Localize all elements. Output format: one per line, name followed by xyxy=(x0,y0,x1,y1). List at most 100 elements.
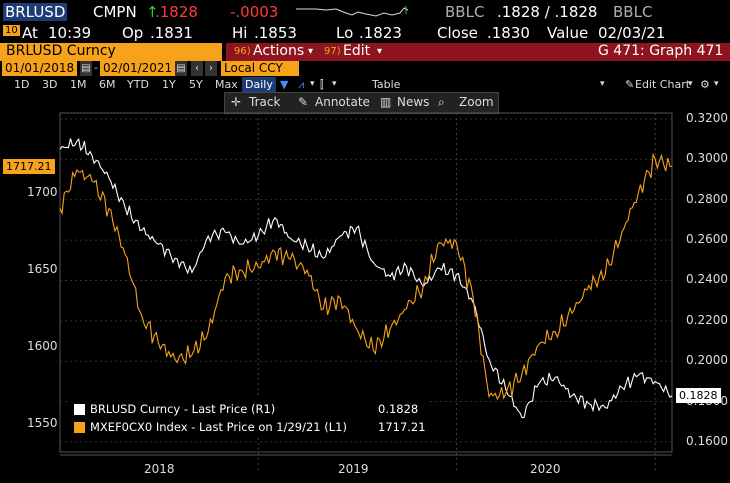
left-tick: 1550 xyxy=(27,416,58,431)
chevron-down-icon: ▾ xyxy=(377,46,383,57)
last-value-tag-right: 0.1828 xyxy=(676,387,721,403)
chart-lines xyxy=(59,137,673,419)
up-arrow-icon: ↑ xyxy=(146,3,159,21)
period-5y[interactable]: 5Y xyxy=(189,78,203,91)
chevron-down-icon: ▾ xyxy=(688,79,693,89)
left-tick: 1600 xyxy=(27,339,58,354)
zoom-button[interactable]: Zoom xyxy=(459,95,494,109)
bid-ask: .1828 / .1828 xyxy=(497,3,598,21)
period-max[interactable]: Max xyxy=(215,78,238,91)
chevron-down-icon: ▾ xyxy=(308,46,314,57)
actions-number: 96) xyxy=(234,46,251,57)
period-bar: 1D 3D 1M 6M YTD 1Y 5Y Max Daily ▼ ⩘ ▾ ⫿ … xyxy=(0,77,730,92)
security-name-box[interactable]: BRLUSD Curncy xyxy=(0,43,222,61)
open-label: Op xyxy=(122,24,144,42)
last-price: .1828 xyxy=(155,3,198,21)
bar-chart-icon[interactable]: ⫿ xyxy=(320,78,324,91)
right-tick: 0.2600 xyxy=(686,232,728,247)
right-tick: 0.2000 xyxy=(686,353,728,368)
annotate-button[interactable]: Annotate xyxy=(315,95,370,109)
chevron-down-icon: ▼ xyxy=(280,78,289,91)
value-date: 02/03/21 xyxy=(598,24,666,42)
x-tick: 2018 xyxy=(144,462,175,476)
calendar-icon[interactable]: ▤ xyxy=(80,61,92,76)
security-name: BRLUSD Curncy xyxy=(6,43,116,59)
last-value-tag-left: 1717.21 xyxy=(3,158,55,174)
period-3d[interactable]: 3D xyxy=(42,78,58,91)
news-icon: ▥ xyxy=(380,95,392,109)
pencil-icon[interactable]: ✎ xyxy=(625,78,635,91)
edit-number: 97) xyxy=(324,46,341,57)
edit-menu[interactable]: Edit xyxy=(343,43,371,59)
period-1y[interactable]: 1Y xyxy=(162,78,176,91)
period-ytd[interactable]: YTD xyxy=(127,78,149,91)
chevron-down-icon: ▾ xyxy=(600,79,605,89)
legend-value-brlusd: 0.1828 xyxy=(378,402,419,416)
quote-time: 10:39 xyxy=(48,24,92,42)
legend-label-brlusd: BRLUSD Curncy - Last Price (R1) xyxy=(90,402,276,416)
quote-details: 10 At 10:39 Op .1831 Hi .1853 Lo .1823 C… xyxy=(0,23,730,43)
at-label: At xyxy=(22,24,38,42)
track-button[interactable]: Track xyxy=(249,95,281,109)
close-price: .1830 xyxy=(487,24,530,42)
table-button[interactable]: Table xyxy=(372,78,401,91)
close-label: Close xyxy=(437,24,478,42)
chart-legend: BRLUSD Curncy - Last Price (R1) 0.1828 M… xyxy=(70,398,430,438)
high-label: Hi xyxy=(232,24,248,42)
right-tick: 0.1600 xyxy=(686,433,728,448)
legend-label-mxef: MXEF0CX0 Index - Last Price on 1/29/21 (… xyxy=(90,420,347,434)
x-tick: 2020 xyxy=(530,462,561,476)
start-date-input[interactable]: 01/01/2018 xyxy=(2,61,78,76)
chart-tools: ✛ Track ✎ Annotate ▥ News ⌕ Zoom xyxy=(224,92,499,114)
dash-separator: - xyxy=(93,61,99,76)
x-tick: 2019 xyxy=(338,462,369,476)
calendar-icon[interactable]: ▤ xyxy=(175,61,187,76)
graph-name: G 471: Graph 471 xyxy=(598,43,724,59)
legend-swatch-white xyxy=(74,404,85,415)
open-price: .1831 xyxy=(150,24,193,42)
prev-arrow-icon[interactable]: ‹ xyxy=(191,61,203,76)
period-6m[interactable]: 6M xyxy=(99,78,116,91)
right-tick: 0.3000 xyxy=(686,151,728,166)
chevron-down-icon: ▾ xyxy=(310,79,315,89)
legend-value-mxef: 1717.21 xyxy=(378,420,426,434)
alert-badge[interactable]: 10 xyxy=(3,25,20,36)
menu-bar: BRLUSD Curncy 96) Actions ▾ 97) Edit ▾ G… xyxy=(0,43,730,61)
action-bar: 96) Actions ▾ 97) Edit ▾ G 471: Graph 47… xyxy=(226,43,730,61)
pencil-icon: ✎ xyxy=(298,95,309,109)
end-date-input[interactable]: 02/01/2021 xyxy=(100,61,176,76)
low-price: .1823 xyxy=(359,24,402,42)
currency-select[interactable]: Local CCY xyxy=(221,61,299,76)
pricing-label-2: BBLC xyxy=(613,3,653,21)
period-1m[interactable]: 1M xyxy=(70,78,87,91)
value-label: Value xyxy=(547,24,589,42)
right-tick: 0.2400 xyxy=(686,272,728,287)
quote-header: BRLUSD CMPN ↑ .1828 -.0003 BBLC .1828 / … xyxy=(0,0,730,23)
right-tick: 0.3200 xyxy=(686,111,728,126)
actions-menu[interactable]: Actions xyxy=(253,43,305,59)
magnifier-icon: ⌕ xyxy=(438,95,445,109)
pricing-source: CMPN xyxy=(93,3,137,21)
chevron-down-icon: ▾ xyxy=(332,79,337,89)
next-arrow-icon[interactable]: › xyxy=(205,61,217,76)
right-tick: 0.2800 xyxy=(686,191,728,206)
low-label: Lo xyxy=(336,24,354,42)
pricing-label: BBLC xyxy=(445,3,485,21)
news-button[interactable]: News xyxy=(397,95,430,109)
settings-icon[interactable]: ⚙ xyxy=(700,78,710,91)
left-tick: 1700 xyxy=(27,185,58,200)
line-chart-icon[interactable]: ⩘ xyxy=(298,78,305,91)
period-1d[interactable]: 1D xyxy=(14,78,30,91)
left-tick: 1650 xyxy=(27,262,58,277)
edit-chart-button[interactable]: Edit Chart xyxy=(635,78,691,91)
series-line-0 xyxy=(59,137,673,419)
right-tick: 0.2200 xyxy=(686,312,728,327)
legend-swatch-orange xyxy=(74,422,85,433)
range-bar: 01/01/2018 ▤ - 02/01/2021 ▤ ‹ › Local CC… xyxy=(0,61,730,77)
crosshair-icon: ✛ xyxy=(231,95,242,109)
ticker-symbol[interactable]: BRLUSD xyxy=(3,3,68,21)
series-line-1 xyxy=(59,152,673,401)
sparkline-icon xyxy=(296,6,409,17)
net-change: -.0003 xyxy=(230,3,279,21)
frequency-select[interactable]: Daily xyxy=(242,77,276,92)
